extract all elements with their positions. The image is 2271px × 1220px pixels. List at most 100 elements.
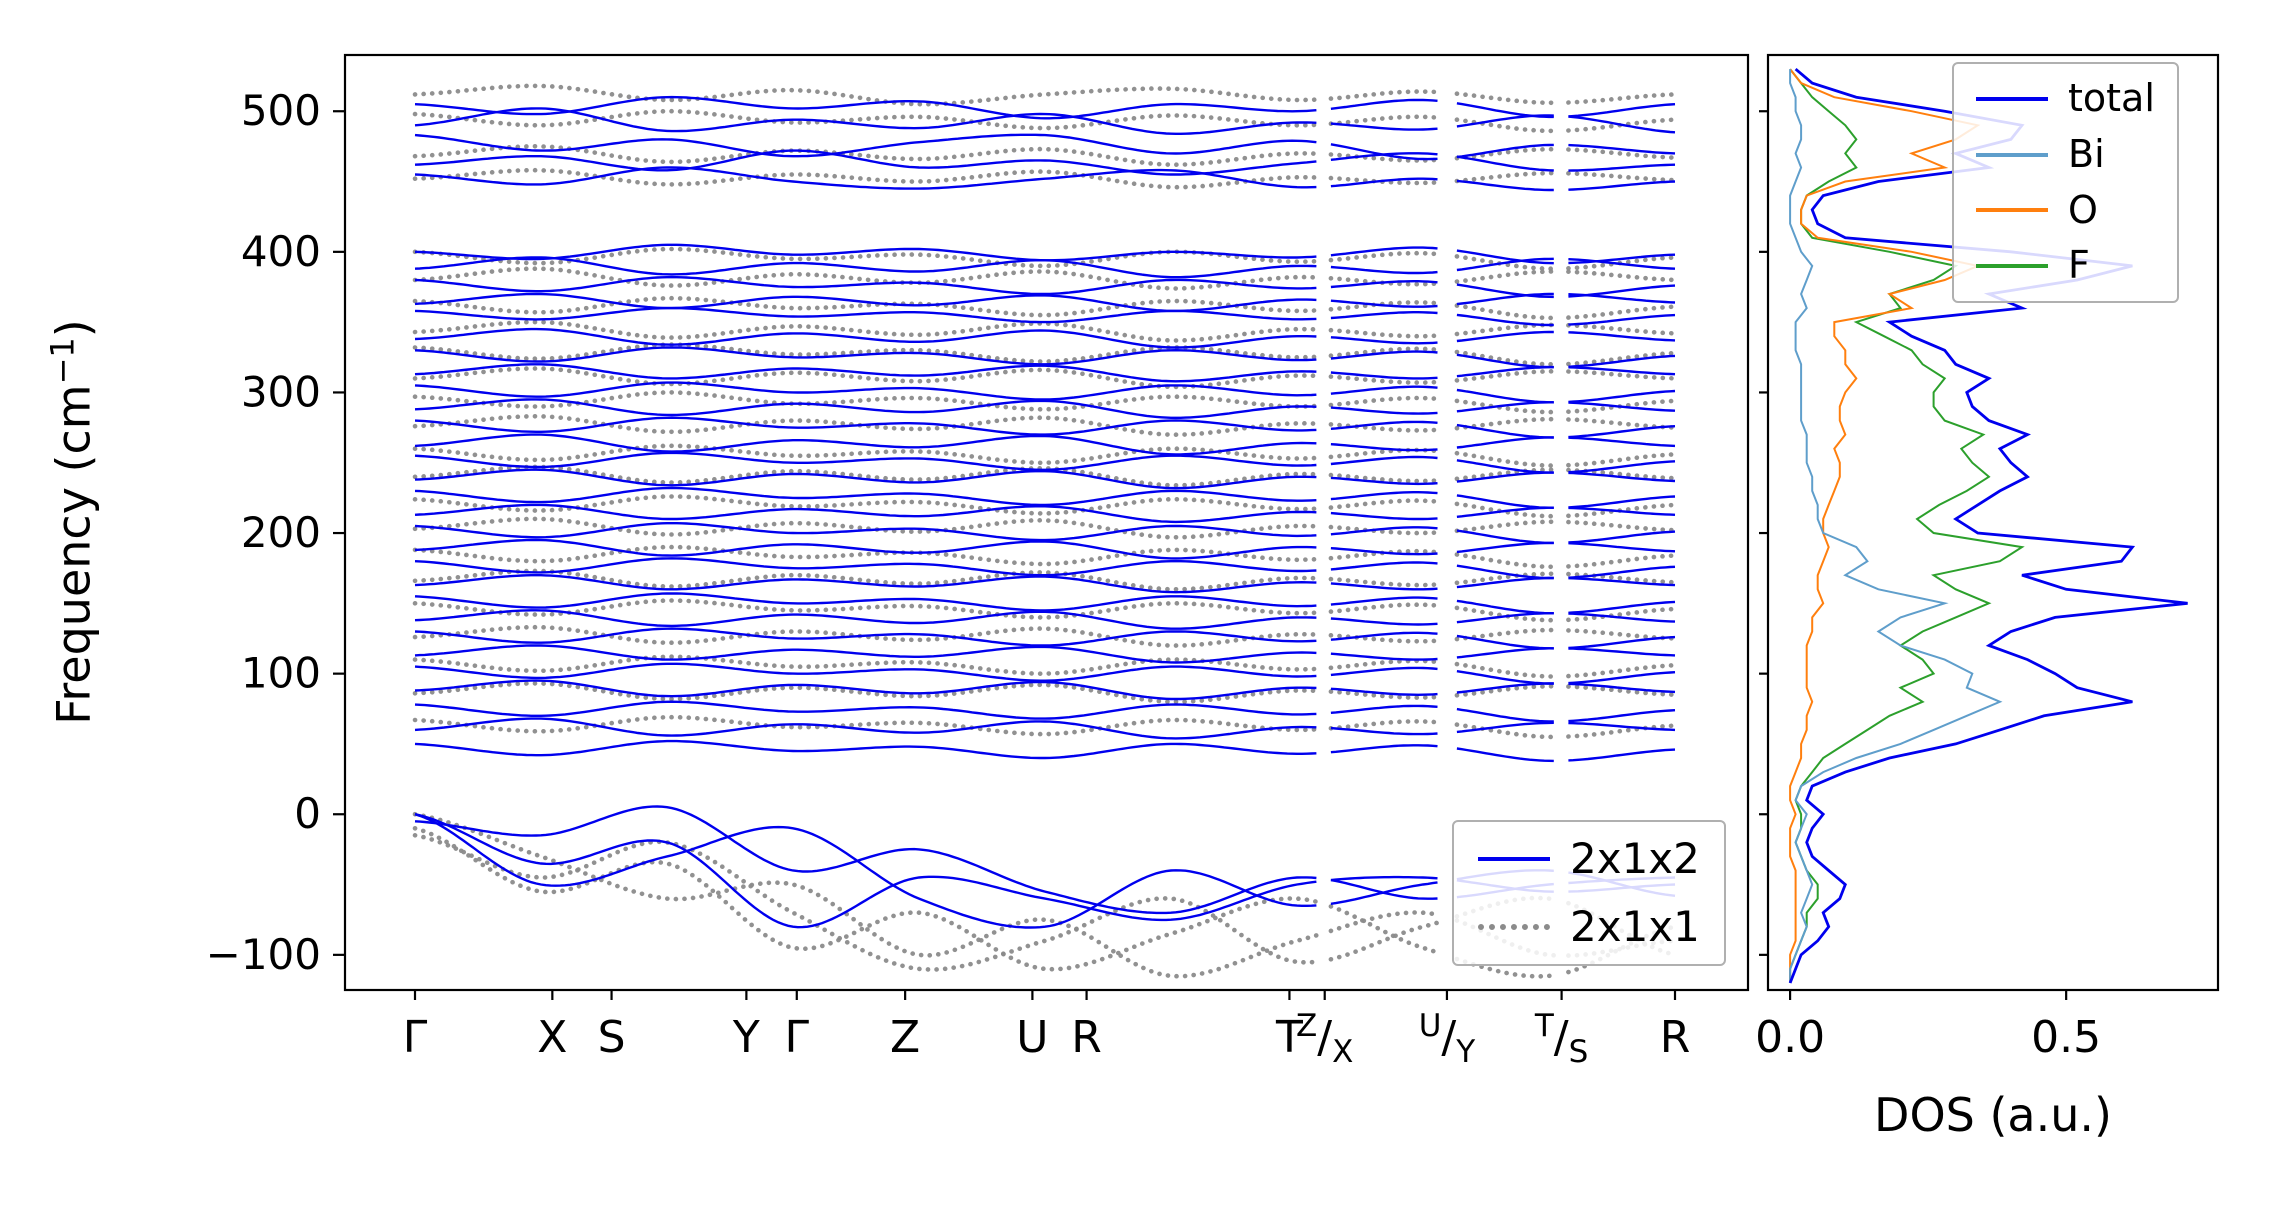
legend-line-bi-icon: [1976, 152, 2048, 157]
band-2x1x1: [412, 516, 1678, 540]
band-2x1x2: [414, 256, 1676, 279]
dos-curve-Bi: [1789, 69, 2003, 983]
freq-tick-label: −100: [206, 930, 321, 979]
band-2x1x2: [414, 107, 1676, 135]
kpoint-tick-label: U/Y: [1419, 1008, 1476, 1070]
y-axis-label-pre: Frequency (cm: [46, 384, 101, 725]
bands-axes-box: [343, 53, 1750, 992]
band-2x1x1: [412, 544, 1678, 570]
legend-line-total-icon: [1976, 96, 2048, 101]
freq-tick-label: 0: [294, 789, 321, 838]
band-2x1x1: [412, 568, 1678, 592]
kpoint-tick-label: R: [1071, 1012, 1102, 1063]
dos-legend-row-bi: Bi: [1976, 131, 2155, 176]
dos-legend-row-f: F: [1976, 245, 2155, 287]
band-2x1x2: [414, 433, 1676, 456]
legend-line-solid-icon: [1478, 857, 1550, 862]
band-2x1x2: [414, 416, 1676, 439]
band-2x1x1: [412, 443, 1678, 468]
band-2x1x2: [414, 346, 1676, 369]
y-axis-label: Frequency (cm−1): [43, 319, 100, 724]
kpoint-tick-label: Γ: [403, 1012, 428, 1063]
band-2x1x1: [412, 494, 1678, 519]
band-2x1x2: [414, 451, 1676, 474]
dos-tick-label: 0.0: [1755, 1012, 1825, 1063]
band-2x1x1: [412, 83, 1678, 107]
kpoint-tick-label: T/S: [1534, 1008, 1588, 1070]
bands-legend-label-2x1x1: 2x1x1: [1570, 902, 1700, 952]
band-2x1x2: [414, 805, 1676, 915]
band-2x1x2: [414, 700, 1676, 723]
band-2x1x2: [414, 813, 1676, 929]
band-2x1x1: [412, 624, 1678, 648]
y-axis-label-post: ): [46, 319, 101, 338]
kpoint-tick-label: Γ: [785, 1012, 810, 1063]
tick-marks: [333, 110, 2068, 1000]
band-2x1x1: [412, 826, 1678, 979]
band-2x1x1: [412, 811, 1678, 979]
band-2x1x2: [414, 468, 1676, 490]
kpoint-tick-label: Z: [890, 1012, 920, 1063]
band-2x1x2: [414, 398, 1676, 419]
band-2x1x2: [414, 662, 1676, 685]
band-2x1x1: [412, 144, 1678, 167]
band-2x1x2: [414, 292, 1676, 313]
band-2x1x2: [414, 609, 1676, 630]
dos-legend: total Bi O F: [1952, 62, 2179, 304]
band-2x1x2: [414, 306, 1676, 327]
bands-legend: 2x1x2 2x1x1: [1452, 820, 1726, 967]
band-2x1x2: [414, 679, 1676, 701]
band-2x1x1: [412, 246, 1678, 271]
dos-legend-row-total: total: [1976, 76, 2155, 120]
dos-curve-total: [1788, 68, 2188, 984]
band-2x1x1: [412, 295, 1678, 321]
band-2x1x1: [412, 366, 1678, 390]
band-2x1x2: [414, 166, 1676, 192]
band-2x1x1: [412, 390, 1678, 415]
kpoint-tick-label: T: [1275, 1012, 1303, 1063]
band-2x1x2: [414, 592, 1676, 615]
legend-line-f-icon: [1976, 264, 2048, 269]
band-2x1x2: [414, 327, 1676, 349]
kpoint-tick-label: S: [598, 1012, 626, 1063]
band-2x1x2: [414, 503, 1676, 524]
dos-legend-label-total: total: [2068, 76, 2155, 120]
band-2x1x1: [412, 714, 1678, 740]
band-2x1x2: [414, 363, 1676, 383]
band-2x1x2: [414, 739, 1676, 763]
band-2x1x2: [414, 627, 1676, 650]
band-2x1x2: [414, 538, 1676, 560]
freq-tick-label: 400: [241, 227, 321, 276]
dos-curve-O: [1789, 68, 1982, 983]
dos-legend-label-bi: Bi: [2068, 131, 2105, 176]
band-2x1x1: [412, 266, 1678, 291]
band-2x1x2: [414, 243, 1676, 265]
bands-legend-row-2x1x2: 2x1x2: [1478, 834, 1700, 883]
dos-legend-label-f: F: [2068, 243, 2090, 288]
freq-tick-label: 200: [241, 508, 321, 557]
freq-tick-label: 300: [241, 367, 321, 416]
kpoint-tick-label: U: [1016, 1012, 1048, 1063]
dos-axes-box: [1766, 53, 2220, 992]
legend-line-dotted-icon: [1478, 924, 1550, 931]
freq-tick-label: 100: [241, 649, 321, 698]
dos-tick-label: 0.5: [2031, 1012, 2101, 1063]
band-2x1x1: [412, 681, 1678, 705]
band-curves: [412, 83, 1678, 979]
bands-legend-label-2x1x2: 2x1x2: [1570, 834, 1700, 883]
legend-line-o-icon: [1976, 208, 2048, 213]
freq-tick-label: 500: [241, 86, 321, 135]
band-2x1x2: [414, 557, 1676, 580]
band-2x1x1: [412, 598, 1678, 623]
band-2x1x2: [414, 644, 1676, 664]
band-2x1x2: [414, 486, 1676, 509]
band-2x1x2: [414, 381, 1676, 404]
kpoint-tick-label: Y: [732, 1012, 760, 1063]
band-2x1x1: [412, 464, 1678, 488]
band-2x1x1: [412, 319, 1678, 343]
band-2x1x2: [414, 574, 1676, 594]
bands-legend-row-2x1x1: 2x1x1: [1478, 902, 1700, 952]
